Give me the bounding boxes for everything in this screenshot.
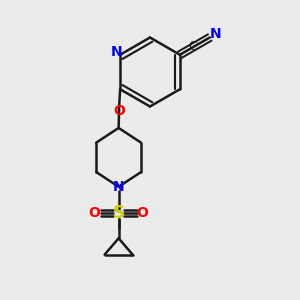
Text: O: O [113, 104, 125, 118]
Text: N: N [113, 180, 124, 194]
Text: C: C [189, 40, 197, 53]
Text: N: N [111, 45, 122, 59]
Text: S: S [112, 204, 124, 222]
Text: N: N [210, 27, 221, 41]
Text: O: O [137, 206, 148, 220]
Text: O: O [89, 206, 100, 220]
